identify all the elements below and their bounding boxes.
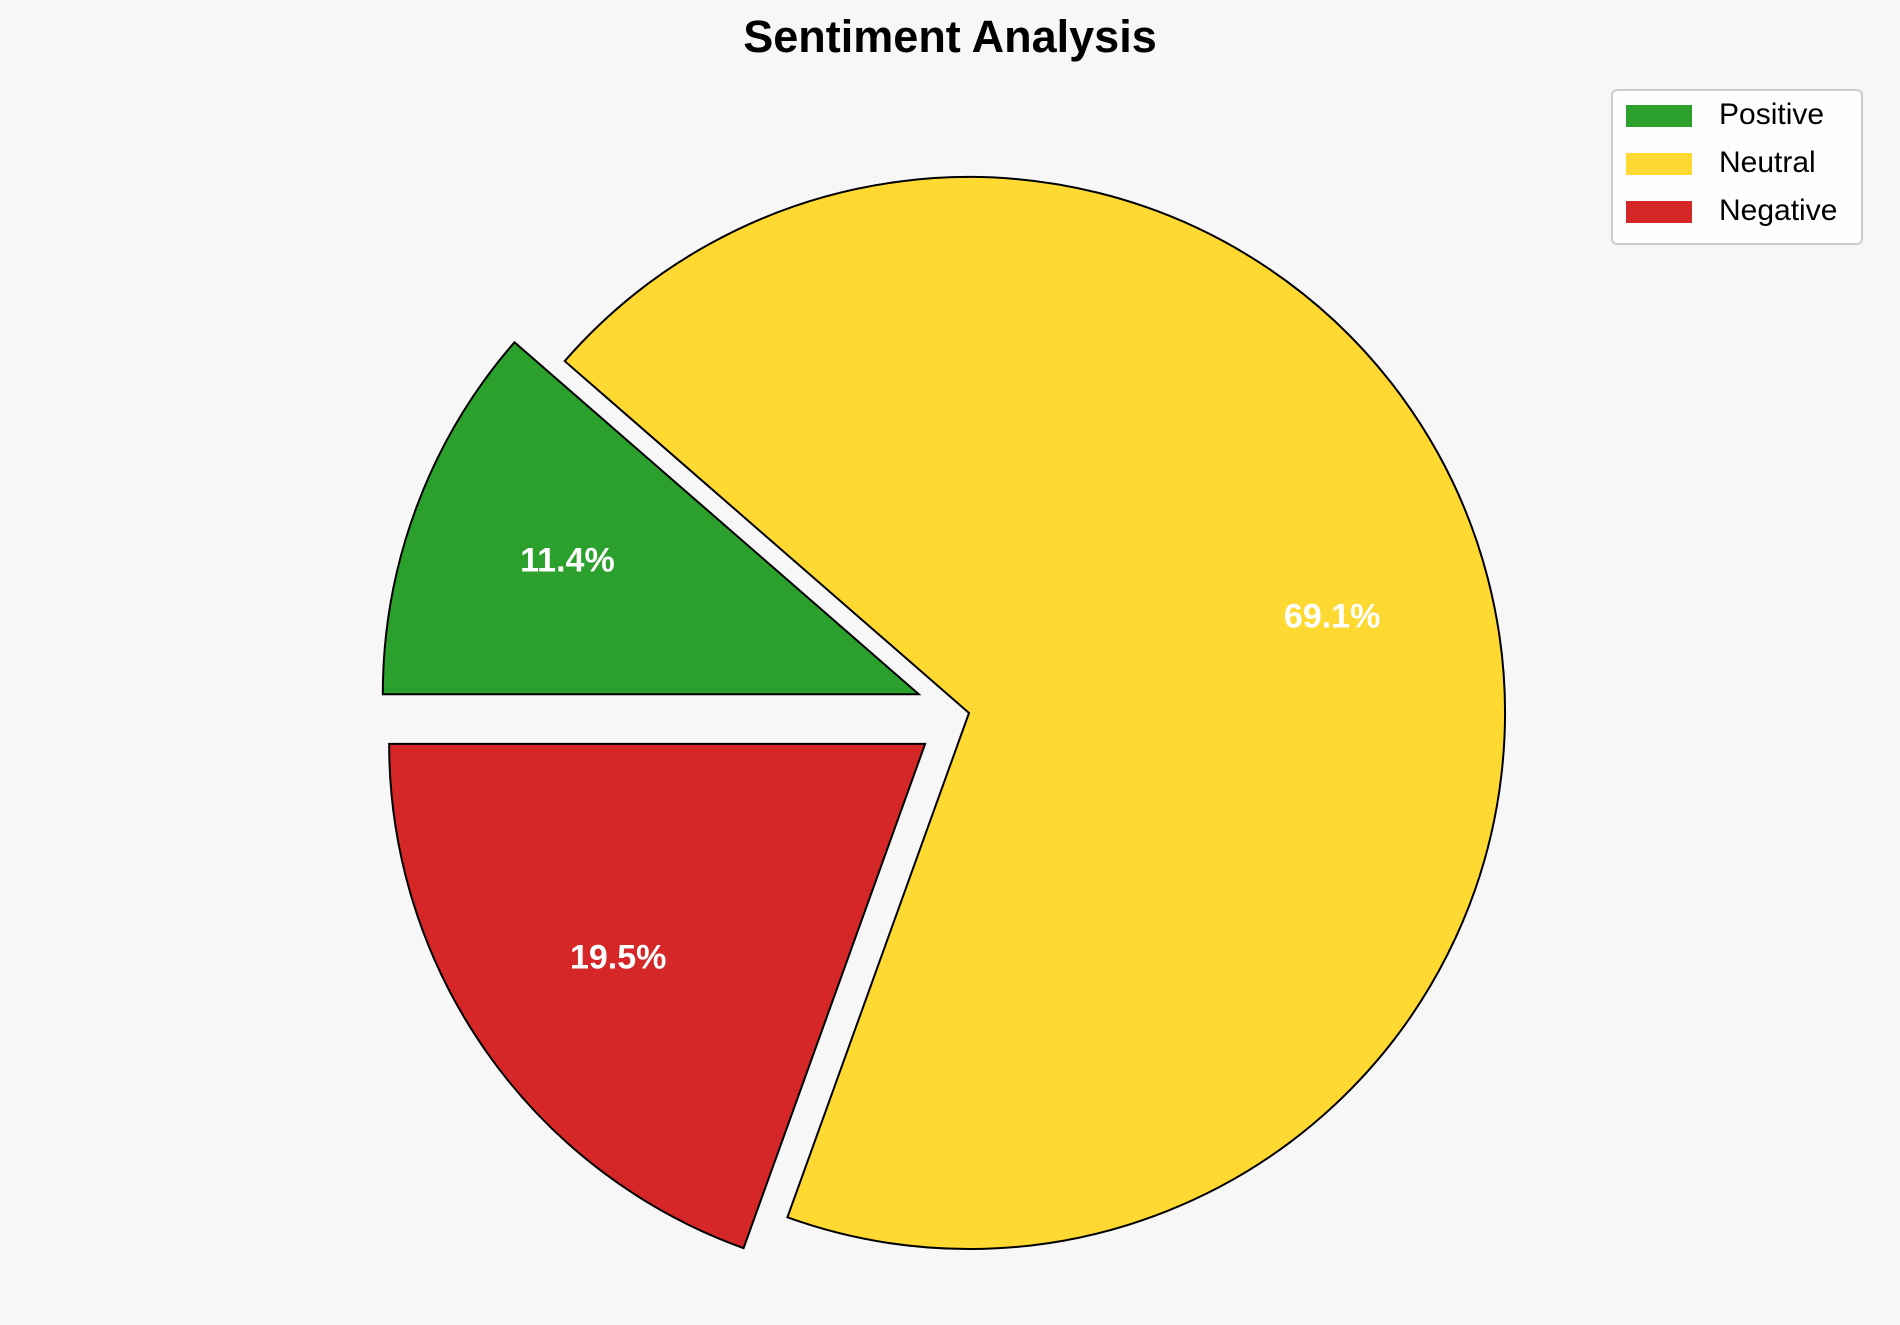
legend-label: Negative: [1719, 194, 1837, 227]
pie-slice: [388, 742, 927, 1250]
pie-slice: [563, 176, 1506, 1250]
pie: [381, 176, 1506, 1250]
value-label: 19.5%: [570, 939, 666, 977]
legend-swatch: [1626, 105, 1692, 127]
chart-title: Sentiment Analysis: [743, 11, 1156, 62]
legend-label: Positive: [1719, 98, 1824, 131]
legend-label: Neutral: [1719, 146, 1816, 179]
pie-slice: [381, 340, 922, 696]
value-label: 69.1%: [1284, 598, 1380, 636]
legend-swatch: [1626, 153, 1692, 175]
value-label: 11.4%: [520, 542, 615, 580]
legend: Positive Neutral Negative: [1611, 89, 1863, 245]
pie-labels: 11.4% 69.1% 19.5%: [520, 542, 1380, 977]
legend-swatch: [1626, 201, 1692, 223]
